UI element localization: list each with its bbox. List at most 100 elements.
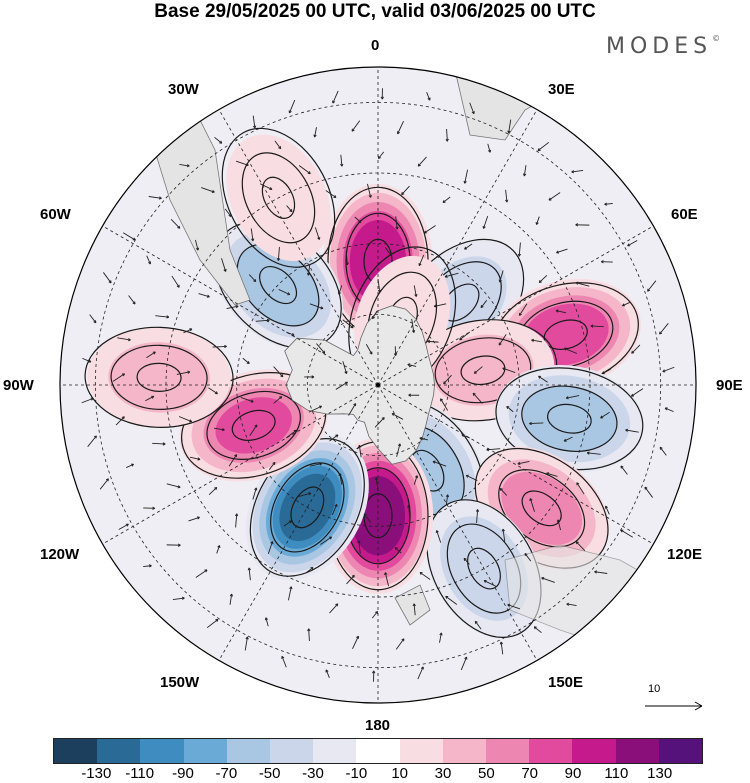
wind-vector-head: [372, 670, 376, 674]
wind-vector: [384, 572, 389, 587]
wind-vector: [374, 417, 385, 428]
wind-vector-head: [529, 498, 533, 502]
wind-vector-head: [419, 436, 423, 441]
wind-vector-head: [524, 553, 528, 557]
wind-vector-head: [252, 125, 257, 129]
wind-vector-head: [565, 396, 569, 400]
wind-vector: [126, 463, 134, 468]
wind-vector: [546, 472, 558, 477]
wind-vector-head: [368, 194, 372, 198]
wind-vector-head: [272, 461, 276, 465]
lon-label-90e: 90E: [716, 377, 743, 394]
wind-vector: [309, 463, 322, 467]
wind-vector: [229, 593, 233, 605]
meridian-line: [377, 225, 654, 386]
wind-vector-head: [335, 603, 339, 607]
wind-vector: [411, 318, 415, 333]
wind-vector: [627, 240, 638, 247]
wind-vector-head: [90, 397, 94, 401]
wind-vector-head: [288, 110, 292, 114]
wind-vector-head: [372, 316, 375, 320]
wind-vector: [483, 580, 497, 587]
wind-vector-head: [576, 482, 580, 486]
wind-vector-head: [333, 195, 337, 199]
wind-vector: [464, 243, 473, 250]
wind-vector: [308, 628, 310, 641]
wind-vector: [212, 345, 227, 348]
colorbar-bin: [356, 739, 400, 763]
wind-vector-head: [345, 262, 349, 266]
wind-vector: [647, 280, 657, 292]
wind-vector-head: [127, 338, 131, 342]
wind-vector: [268, 462, 276, 470]
wind-vector: [519, 303, 528, 316]
wind-vector-head: [245, 636, 249, 640]
wind-vector-head: [548, 197, 552, 201]
wind-vector-head: [228, 213, 232, 217]
wind-vector-head: [306, 272, 311, 276]
wind-vector: [472, 392, 483, 404]
wind-vector: [464, 169, 469, 184]
wind-vector-head: [358, 444, 362, 448]
wind-vector-head: [234, 513, 239, 517]
wind-vector-head: [307, 171, 311, 175]
wind-vector: [413, 285, 417, 297]
wind-vector-head: [662, 369, 666, 373]
wind-vector-head: [105, 478, 109, 482]
wind-vector: [480, 300, 488, 308]
wind-vector: [338, 285, 343, 295]
wind-vector-head: [264, 617, 269, 621]
wind-vector-head: [344, 381, 348, 385]
wind-vector: [571, 170, 584, 173]
streamline: [546, 403, 592, 434]
wind-vector-head: [440, 398, 444, 402]
wind-vector: [518, 242, 521, 257]
wind-vector-head: [563, 347, 567, 351]
wind-vector: [444, 272, 459, 278]
colorbar-bin: [399, 739, 443, 763]
wind-vector: [354, 216, 362, 223]
wind-vector-head: [269, 187, 273, 191]
lon-label-120w: 120W: [40, 546, 80, 563]
wind-vector-head: [517, 253, 522, 257]
wind-vector: [82, 357, 92, 363]
colorbar-tick-label: 50: [477, 765, 495, 782]
wind-vector: [224, 208, 232, 217]
wind-vector-head: [152, 506, 156, 510]
wind-vector: [408, 505, 411, 520]
wind-vector: [442, 196, 451, 203]
wind-vector: [524, 553, 532, 562]
wind-vector-head: [463, 557, 467, 561]
wind-vector-head: [338, 473, 342, 477]
wind-vector-head: [204, 569, 208, 573]
streamline: [84, 326, 234, 428]
colorbar-bin: [615, 739, 659, 763]
wind-vector-head: [529, 421, 532, 426]
wind-vector-head: [604, 202, 608, 206]
wind-vector: [122, 232, 136, 241]
wind-vector: [314, 127, 317, 138]
wind-vector: [575, 282, 590, 287]
wind-vector: [287, 586, 292, 601]
wind-vector-head: [620, 465, 624, 469]
wind-vector: [394, 547, 402, 554]
wind-vector: [502, 367, 516, 373]
meridian-line: [218, 384, 379, 661]
colorbar-bin: [54, 739, 98, 763]
wind-vector-head: [340, 163, 344, 167]
lon-label-150w: 150W: [160, 674, 200, 691]
colorbar-tick-label: 30: [434, 765, 452, 782]
wind-vector-head: [335, 434, 339, 438]
wind-vector-head: [471, 111, 475, 115]
wind-vector: [395, 638, 405, 650]
wind-vector-head: [443, 381, 447, 385]
wind-vector-head: [276, 258, 281, 261]
wind-vector-head: [444, 274, 448, 278]
streamline: [221, 127, 336, 268]
wind-vector-head: [377, 155, 381, 160]
new-zealand-landmass: [394, 584, 431, 626]
wind-vector: [255, 319, 270, 322]
modes-logo: MODES©: [606, 34, 721, 59]
colorbar-ticks: -130 -110 -90 -70 -50 -30 -10 10 30 50 70 90 110 130: [53, 765, 703, 783]
